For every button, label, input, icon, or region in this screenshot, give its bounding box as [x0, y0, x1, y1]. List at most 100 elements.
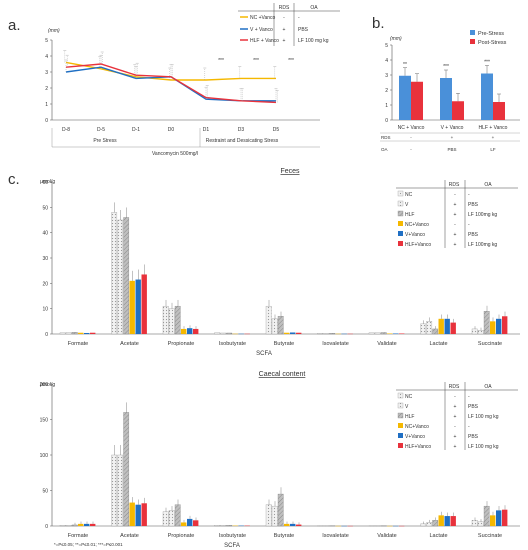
legend-b-post: Post-Stress — [478, 40, 507, 46]
b-significance: *** — [443, 64, 449, 70]
c-bar-hlf-vanco — [193, 328, 199, 334]
legend-name: V — [405, 404, 409, 410]
c-bar-nc — [317, 333, 324, 335]
a-y-tick-label: 4 — [45, 54, 48, 60]
c-bar-v-vanco — [444, 318, 450, 334]
c-bar-v — [374, 332, 381, 335]
c-x-tick-label: Acetate — [120, 533, 139, 539]
legend-swatch-nc — [397, 190, 404, 197]
c-x-tick-label: Succinate — [478, 533, 502, 539]
legend-name: NC — [405, 394, 413, 400]
panel-b-oa-label: OA — [381, 147, 388, 152]
c-bar-nc-vanco — [181, 328, 187, 334]
legend-name: V — [405, 202, 409, 208]
c-x-tick-label: Isovaletate — [322, 341, 349, 347]
feces-title: Feces — [280, 168, 300, 175]
c-bar-v-vanco — [290, 523, 296, 526]
legend-oa: - — [468, 192, 470, 198]
legend-a-rds-0: - — [283, 15, 285, 21]
c-x-tick-label: Isovaletate — [322, 533, 349, 539]
c-bar-v-vanco — [444, 516, 450, 526]
b-y-tick-label: 4 — [385, 58, 388, 64]
legend-a-name-0: NC +Vanco — [250, 15, 276, 21]
c-bar-v — [220, 332, 227, 335]
legend-rds: + — [454, 414, 457, 420]
c-bar-hlf — [71, 524, 78, 527]
legend-rds: - — [454, 424, 456, 430]
c-bar-nc — [59, 525, 66, 527]
panel-a-label: a. — [8, 17, 21, 34]
c-x-tick-label: Propionate — [168, 533, 195, 539]
legend-rds: + — [454, 202, 457, 208]
legend-rds: - — [454, 222, 456, 228]
b-bar-post-stress — [411, 81, 423, 120]
panel-a-dividers — [51, 128, 320, 148]
c-x-tick-label: Butyrate — [274, 533, 294, 539]
panel-a-axis — [51, 40, 320, 121]
c-y-tick-label: 0 — [45, 524, 48, 530]
c-bar-v-vanco — [84, 523, 90, 526]
c-bar-hlf-vanco — [141, 274, 147, 334]
legend-name: HLF+Vanco — [405, 444, 431, 450]
feces-x-labels: Formate Acetate Propionate Isobutyrate Butyr… — [68, 341, 502, 347]
legend-name: NC — [405, 192, 413, 198]
legend-name: V+Vanco — [405, 434, 425, 440]
c-bar-hlf — [277, 316, 284, 335]
b-x-tick-label: NC + Vanco — [398, 125, 425, 131]
c-x-tick-label: Validate — [377, 341, 396, 347]
panel-b-rds-oa-table: RDS OA - + + - PBS LF — [380, 132, 520, 152]
panel-b-x-labels: NC + Vanco V + Vanco HLF + Vanco — [398, 125, 508, 131]
a-x-tick-label: D0 — [168, 127, 175, 133]
c-x-tick-label: Isobutyrate — [219, 533, 246, 539]
c-bar-nc — [265, 504, 272, 527]
c-bar-hlf — [380, 332, 387, 335]
c-bar-hlf-vanco — [502, 316, 508, 334]
c-bar-v-vanco — [84, 332, 90, 334]
c-bar-nc-vanco — [181, 522, 187, 526]
panel-b-y-ticks: 0 1 2 3 4 5 — [385, 43, 392, 124]
panel-a-footer: Vancomycin 500mg/l — [152, 151, 198, 157]
c-y-tick-label: 100 — [40, 453, 49, 459]
c-bar-v — [65, 525, 72, 527]
c-bar-nc — [162, 511, 169, 527]
significance-footnote: *=P≤0.05; **=P≤0.01; ***=P≤0.001 — [54, 542, 123, 547]
c-bar-hlf-vanco — [502, 509, 508, 526]
c-bar-nc — [471, 520, 478, 527]
c-bar-v-vanco — [290, 332, 296, 334]
c-bar-v — [117, 219, 124, 335]
panel-c-label: c. — [8, 171, 20, 188]
b-bar-post-stress — [493, 102, 505, 120]
c-x-tick-label: Lactate — [429, 533, 447, 539]
c-bar-hlf-vanco — [399, 333, 405, 334]
c-x-tick-label: Propionate — [168, 341, 195, 347]
legend-rds: - — [454, 394, 456, 400]
c-bar-v — [220, 525, 227, 527]
legend-oa: LF 100 mg kg — [468, 444, 499, 450]
c-bar-nc — [162, 305, 169, 335]
legend-swatch-v — [397, 402, 404, 409]
legend-oa: LF 100mg kg — [468, 212, 497, 218]
a-x-tick-label: D1 — [203, 127, 210, 133]
c-x-tick-label: Formate — [68, 341, 88, 347]
legend-a-head-oa: OA — [310, 5, 318, 11]
a-y-tick-label: 5 — [45, 38, 48, 44]
c-y-tick-label: 40 — [42, 231, 48, 237]
c-bar-nc-vanco — [490, 515, 496, 526]
legend-a-rds-1: + — [283, 27, 286, 33]
caecal-bars — [59, 402, 508, 527]
legend-swatch-pre-stress — [470, 30, 475, 35]
b-significance: *** — [484, 60, 490, 66]
c-bar-v — [271, 318, 278, 335]
c-bar-nc-vanco — [129, 280, 135, 334]
caecal-legend: RDS OA NC - - V + PBS HLF + LF 100 mg kg NC+Vanco - -… — [396, 382, 518, 450]
c-bar-v — [426, 522, 433, 527]
panel-b-unit: (mm) — [390, 36, 402, 42]
a-x-tick-label: D-8 — [62, 127, 70, 133]
panel-b-oa-1: PBS — [447, 147, 456, 152]
legend-a-head-rds: RDS — [279, 5, 290, 11]
panel-a-legend: RDS OA NC +Vanco - - V + Vanco + PBS HLF… — [238, 3, 340, 46]
c-bar-hlf-vanco — [296, 332, 302, 334]
c-y-tick-label: 50 — [42, 489, 48, 495]
legend-rds: + — [454, 434, 457, 440]
